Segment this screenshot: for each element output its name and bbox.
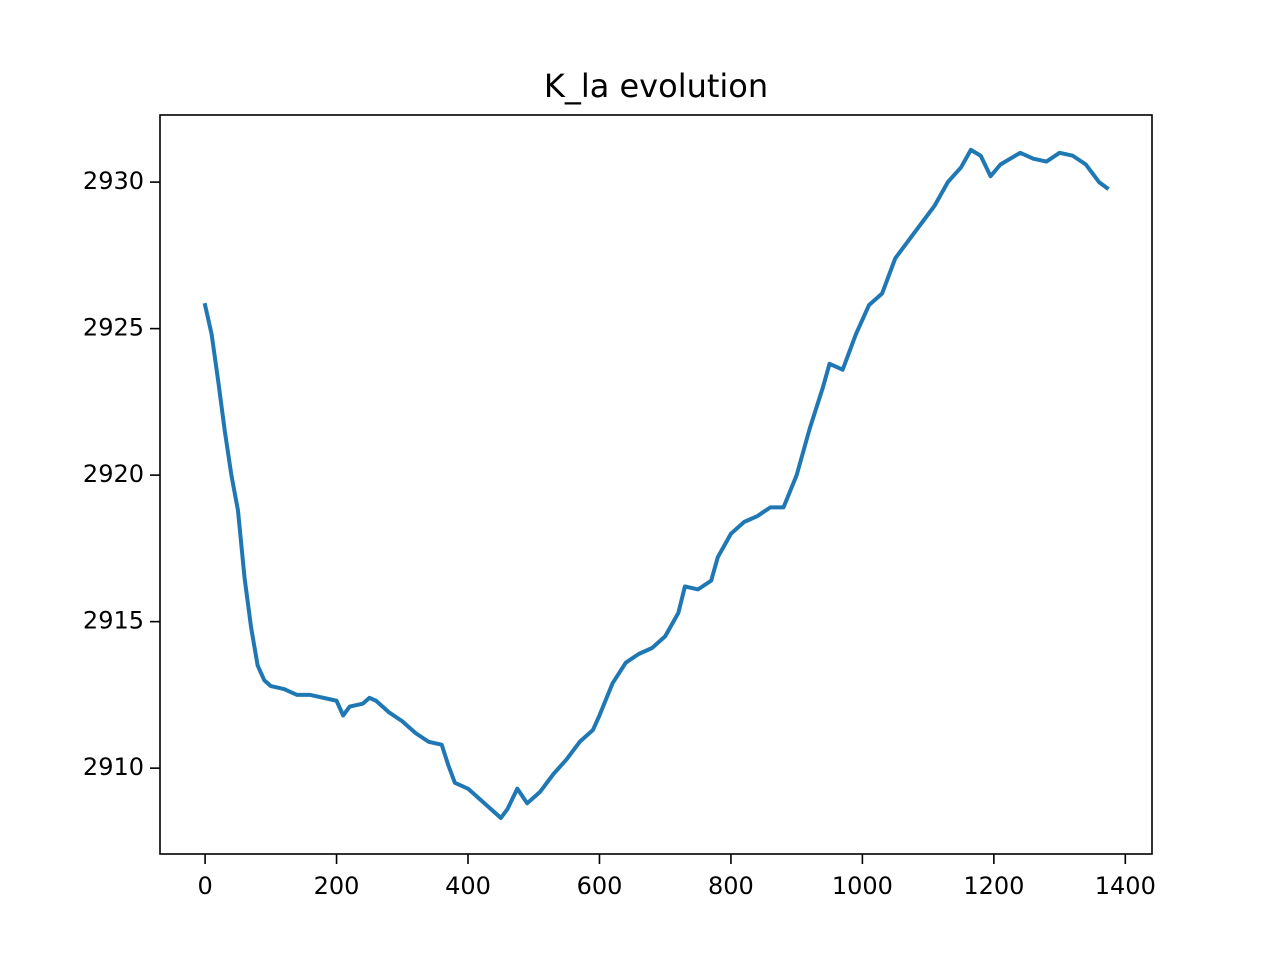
x-tick-label: 0: [197, 872, 212, 900]
x-tick-label: 600: [577, 872, 623, 900]
data-line: [202, 147, 1110, 820]
y-tick-label: 2915: [83, 607, 144, 635]
x-tick-label: 200: [314, 872, 360, 900]
y-tick-label: 2925: [83, 314, 144, 342]
x-tick-label: 1200: [963, 872, 1024, 900]
x-tick-label: 400: [445, 872, 491, 900]
y-tick-label: 2910: [83, 753, 144, 781]
chart-title: K_la evolution: [544, 67, 768, 105]
x-tick-label: 1000: [832, 872, 893, 900]
y-tick-label: 2930: [83, 167, 144, 195]
plot-frame: [159, 114, 1153, 855]
y-tick-label: 2920: [83, 460, 144, 488]
x-tick-label: 1400: [1095, 872, 1156, 900]
x-tick-label: 800: [708, 872, 754, 900]
